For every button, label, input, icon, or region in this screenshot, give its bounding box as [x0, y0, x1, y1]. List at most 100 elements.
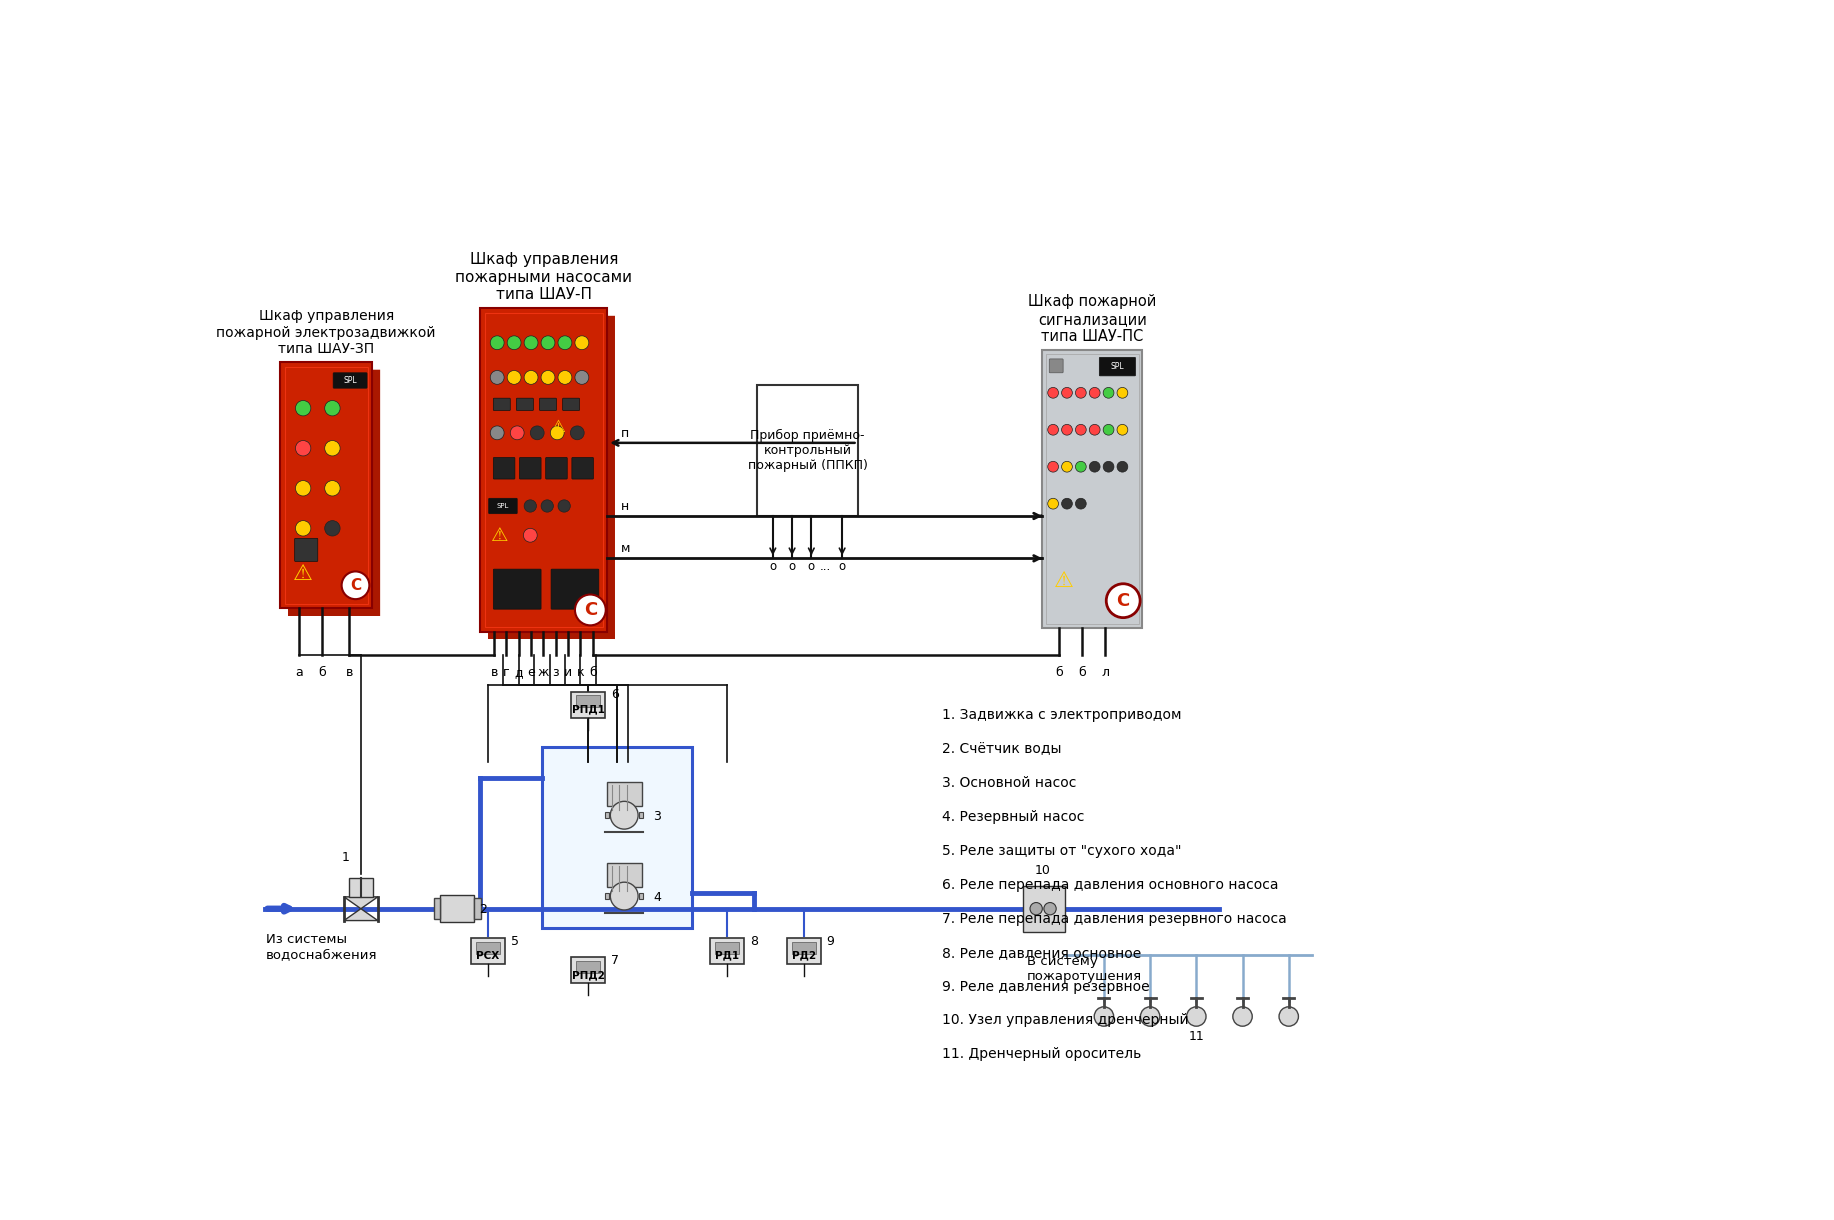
Circle shape [525, 371, 537, 384]
FancyBboxPatch shape [607, 863, 642, 887]
Text: ⚠: ⚠ [293, 564, 314, 583]
Circle shape [1044, 903, 1056, 915]
Text: ⚠: ⚠ [1055, 571, 1075, 592]
Text: В систему
пожаротушения: В систему пожаротушения [1027, 955, 1143, 983]
Text: 7. Реле перепада давления резервного насоса: 7. Реле перепада давления резервного нас… [943, 911, 1287, 926]
Circle shape [1104, 388, 1113, 398]
Circle shape [1062, 388, 1073, 398]
Text: б: б [589, 666, 598, 680]
FancyBboxPatch shape [570, 958, 605, 983]
Text: 10. Узел управления дренчерный: 10. Узел управления дренчерный [943, 1014, 1188, 1027]
FancyBboxPatch shape [493, 398, 510, 410]
Circle shape [541, 500, 554, 512]
Circle shape [1278, 1006, 1298, 1026]
Text: SPL: SPL [1111, 362, 1124, 371]
Text: 6: 6 [611, 688, 620, 701]
Polygon shape [288, 609, 380, 616]
Circle shape [558, 500, 570, 512]
Circle shape [1062, 425, 1073, 436]
FancyBboxPatch shape [281, 362, 372, 609]
Text: 11: 11 [1188, 1030, 1205, 1043]
Text: Шкаф пожарной
сигнализации
типа ШАУ-ПС: Шкаф пожарной сигнализации типа ШАУ-ПС [1029, 294, 1157, 344]
FancyBboxPatch shape [757, 386, 858, 516]
FancyBboxPatch shape [488, 498, 517, 514]
Polygon shape [345, 897, 378, 909]
Text: 5: 5 [512, 935, 519, 948]
Text: 8. Реле давления основное: 8. Реле давления основное [943, 946, 1141, 960]
Circle shape [570, 426, 585, 439]
Text: е: е [526, 666, 536, 680]
Circle shape [508, 371, 521, 384]
Text: п: п [622, 427, 629, 439]
Text: Прибор приёмно-
контрольный
пожарный (ППКП): Прибор приёмно- контрольный пожарный (ПП… [748, 429, 867, 472]
FancyBboxPatch shape [493, 458, 515, 479]
FancyBboxPatch shape [481, 309, 607, 632]
Text: г: г [503, 666, 510, 680]
Text: б: б [1078, 666, 1086, 680]
FancyBboxPatch shape [605, 813, 609, 819]
Circle shape [1062, 498, 1073, 509]
FancyBboxPatch shape [433, 898, 440, 919]
Text: SPL: SPL [497, 503, 508, 509]
Circle shape [1104, 425, 1113, 436]
Circle shape [574, 371, 589, 384]
Text: 9: 9 [827, 935, 834, 948]
Text: 3. Основной насос: 3. Основной насос [943, 776, 1077, 791]
Circle shape [510, 426, 525, 439]
Circle shape [295, 481, 310, 497]
Circle shape [325, 400, 339, 416]
Text: 4: 4 [653, 891, 662, 904]
Text: РПД1: РПД1 [572, 704, 605, 715]
FancyBboxPatch shape [295, 538, 317, 561]
FancyBboxPatch shape [605, 893, 609, 899]
Circle shape [1106, 583, 1141, 617]
Text: РД2: РД2 [792, 950, 816, 961]
FancyBboxPatch shape [576, 961, 600, 972]
Text: о: о [838, 560, 845, 573]
Text: 11. Дренчерный ороситель: 11. Дренчерный ороситель [943, 1047, 1141, 1061]
Text: 7: 7 [611, 954, 620, 967]
Text: ⚠: ⚠ [492, 526, 508, 545]
FancyBboxPatch shape [1023, 886, 1066, 932]
Circle shape [1141, 1006, 1159, 1026]
Text: С: С [1117, 592, 1130, 610]
FancyBboxPatch shape [792, 942, 816, 954]
Text: д: д [514, 666, 523, 680]
Text: 2: 2 [479, 903, 486, 915]
Circle shape [525, 336, 537, 350]
Circle shape [1089, 425, 1100, 436]
Circle shape [1075, 461, 1086, 472]
FancyBboxPatch shape [710, 938, 743, 964]
Circle shape [1232, 1006, 1253, 1026]
FancyBboxPatch shape [563, 398, 580, 410]
FancyBboxPatch shape [539, 398, 556, 410]
Text: SPL: SPL [343, 376, 358, 386]
Circle shape [611, 802, 638, 830]
FancyBboxPatch shape [607, 782, 642, 806]
FancyBboxPatch shape [477, 942, 501, 954]
Circle shape [1075, 425, 1086, 436]
Polygon shape [372, 370, 380, 616]
FancyBboxPatch shape [787, 938, 820, 964]
Text: в: в [345, 666, 352, 680]
FancyBboxPatch shape [1099, 357, 1135, 376]
Text: ⚠: ⚠ [550, 418, 565, 437]
Circle shape [325, 440, 339, 456]
Circle shape [1075, 388, 1086, 398]
Circle shape [574, 594, 605, 626]
Circle shape [295, 400, 310, 416]
Circle shape [1075, 498, 1086, 509]
Circle shape [1089, 461, 1100, 472]
Circle shape [490, 371, 504, 384]
Text: Шкаф управления
пожарной электрозадвижкой
типа ШАУ-ЗП: Шкаф управления пожарной электрозадвижко… [216, 310, 436, 356]
FancyBboxPatch shape [475, 898, 481, 919]
Polygon shape [345, 909, 378, 921]
Circle shape [1117, 425, 1128, 436]
Text: РД1: РД1 [715, 950, 739, 961]
Text: и: и [563, 666, 572, 680]
FancyBboxPatch shape [640, 893, 644, 899]
Circle shape [558, 371, 572, 384]
Circle shape [1047, 498, 1058, 509]
Circle shape [550, 426, 565, 439]
Text: 8: 8 [750, 935, 757, 948]
